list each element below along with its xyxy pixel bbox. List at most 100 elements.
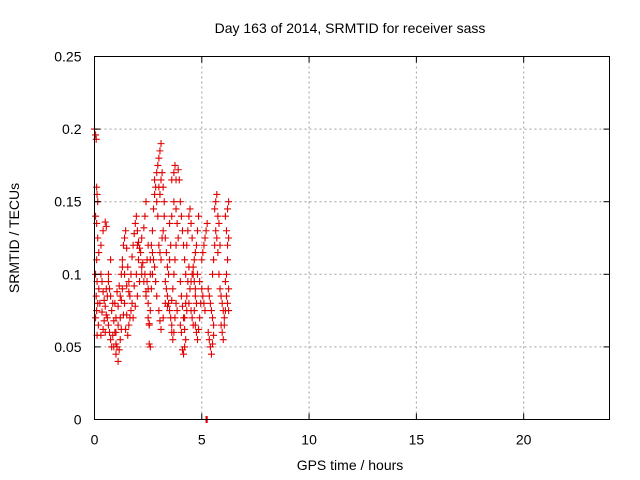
data-point xyxy=(138,234,146,242)
y-tick-label: 0.2 xyxy=(62,121,82,137)
data-point xyxy=(210,321,218,329)
data-point xyxy=(189,263,197,271)
data-point xyxy=(213,234,221,242)
data-point xyxy=(92,292,100,300)
data-point xyxy=(204,328,212,336)
x-tick-label: 0 xyxy=(91,432,99,448)
data-point xyxy=(104,321,112,329)
data-point xyxy=(156,147,164,155)
data-point xyxy=(122,227,130,235)
data-point xyxy=(170,270,178,278)
data-point xyxy=(115,282,123,290)
data-point xyxy=(205,336,213,344)
data-point xyxy=(177,328,185,336)
data-point xyxy=(212,198,220,206)
data-point xyxy=(203,219,211,227)
data-point xyxy=(95,285,103,293)
data-point xyxy=(161,234,169,242)
data-point xyxy=(119,241,127,249)
data-point xyxy=(209,270,217,278)
data-point xyxy=(159,314,167,322)
data-point xyxy=(222,292,230,300)
data-point xyxy=(192,241,200,249)
data-point xyxy=(171,256,179,264)
data-point xyxy=(136,244,144,252)
data-point xyxy=(102,222,110,230)
data-point xyxy=(160,198,168,206)
y-tick-label: 0.05 xyxy=(54,339,81,355)
data-point xyxy=(163,302,171,310)
data-point xyxy=(175,176,183,184)
data-point xyxy=(142,198,150,206)
data-point xyxy=(158,169,166,177)
data-point xyxy=(155,307,163,315)
data-point xyxy=(148,249,156,257)
data-point xyxy=(104,270,112,278)
data-point xyxy=(178,302,186,310)
data-point xyxy=(170,198,178,206)
data-point xyxy=(118,263,126,271)
data-point xyxy=(97,241,105,249)
data-point xyxy=(166,219,174,227)
data-point xyxy=(170,328,178,336)
data-point xyxy=(181,314,189,322)
data-point xyxy=(214,249,222,257)
data-point xyxy=(171,314,179,322)
data-point xyxy=(181,343,189,351)
data-point xyxy=(92,212,100,220)
data-point xyxy=(130,230,138,238)
data-point xyxy=(192,299,200,307)
data-point xyxy=(151,176,159,184)
data-point xyxy=(221,278,229,286)
data-point xyxy=(198,256,206,264)
plot-frame xyxy=(94,56,610,420)
data-point xyxy=(184,227,192,235)
data-point xyxy=(219,336,227,344)
data-point xyxy=(191,292,199,300)
data-point xyxy=(182,270,190,278)
data-point xyxy=(224,205,232,213)
data-point xyxy=(215,219,223,227)
data-point xyxy=(101,218,109,226)
data-point xyxy=(172,241,180,249)
data-point xyxy=(202,227,210,235)
data-point xyxy=(121,234,129,242)
data-point xyxy=(168,321,176,329)
data-point xyxy=(195,325,203,333)
data-point xyxy=(145,340,153,348)
data-point xyxy=(160,212,168,220)
data-point xyxy=(133,292,141,300)
data-point xyxy=(170,169,178,177)
data-point xyxy=(103,314,111,322)
data-point xyxy=(185,212,193,220)
data-point xyxy=(191,285,199,293)
data-point xyxy=(112,350,120,358)
data-point xyxy=(161,278,169,286)
data-point xyxy=(140,224,148,232)
data-point xyxy=(172,205,180,213)
data-point xyxy=(220,314,228,322)
data-point xyxy=(141,270,149,278)
data-point xyxy=(102,311,110,319)
data-point xyxy=(115,346,123,354)
data-point xyxy=(180,350,188,358)
data-point xyxy=(204,285,212,293)
data-point xyxy=(109,299,117,307)
data-point xyxy=(173,219,181,227)
data-point xyxy=(207,307,215,315)
data-point xyxy=(146,343,154,351)
data-point xyxy=(126,314,134,322)
data-point xyxy=(188,314,196,322)
data-point xyxy=(190,278,198,286)
y-tick-label: 0.15 xyxy=(54,194,81,210)
data-point xyxy=(166,307,174,315)
data-point xyxy=(131,302,139,310)
data-point xyxy=(153,292,161,300)
data-point xyxy=(169,285,177,293)
data-point xyxy=(118,256,126,264)
data-point xyxy=(154,161,162,169)
data-point xyxy=(107,292,115,300)
data-point xyxy=(116,336,124,344)
data-point xyxy=(151,263,159,271)
data-point xyxy=(114,321,122,329)
